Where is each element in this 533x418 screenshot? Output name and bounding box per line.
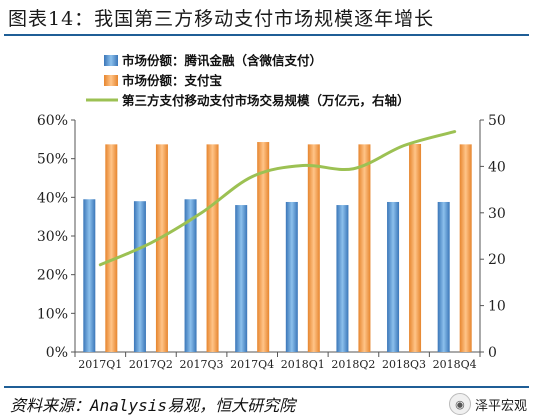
bar-tenpay <box>285 201 298 352</box>
bar-tenpay <box>387 201 400 352</box>
y-left-tick-label: 50% <box>37 152 68 168</box>
legend: 市场份额：腾讯金融（含微信支付） 市场份额：支付宝 第三方支付移动支付市场交易规… <box>86 53 410 108</box>
wechat-icon: ◉ <box>448 393 471 415</box>
title-rule <box>4 34 529 36</box>
x-tick-label: 2017Q2 <box>129 358 173 371</box>
y-left-tick-label: 30% <box>37 229 68 245</box>
y-left-tick-label: 0% <box>46 345 68 361</box>
y-left-tick-label: 60% <box>37 113 68 129</box>
volume-line <box>98 130 457 267</box>
x-tick-label: 2018Q1 <box>281 358 325 371</box>
bar-alipay <box>307 144 320 352</box>
legend-swatch-alipay <box>104 75 118 86</box>
bar-alipay <box>459 144 472 352</box>
bar-tenpay <box>235 205 248 352</box>
x-tick-label: 2017Q3 <box>180 358 224 371</box>
volume-line-layer <box>98 130 457 267</box>
legend-label-volume: 第三方支付移动支付市场交易规模（万亿元，右轴） <box>122 93 410 108</box>
figure-title: 图表14：我国第三方移动支付市场规模逐年增长 <box>8 8 435 30</box>
y-right-tick-label: 50 <box>488 113 506 129</box>
bar-tenpay <box>133 201 146 352</box>
bar-alipay <box>358 144 371 352</box>
x-tick-label: 2017Q4 <box>230 358 274 371</box>
y-right-tick-label: 40 <box>488 159 506 175</box>
watermark: ◉ 泽平宏观 <box>448 393 527 415</box>
bar-tenpay <box>336 205 349 352</box>
legend-label-alipay: 市场份额：支付宝 <box>122 73 222 88</box>
watermark-text: 泽平宏观 <box>474 398 527 414</box>
bar-alipay <box>155 144 168 352</box>
x-tick-label: 2018Q3 <box>382 358 426 371</box>
bar-tenpay <box>184 199 197 352</box>
x-tick-label: 2018Q4 <box>433 358 477 371</box>
bar-alipay <box>409 143 422 352</box>
legend-swatch-tenpay <box>104 55 118 66</box>
bar-alipay <box>105 144 118 352</box>
y-right-tick-label: 20 <box>488 252 506 268</box>
x-tick-label: 2018Q2 <box>331 358 375 371</box>
source-rule <box>4 386 529 388</box>
y-left-tick-label: 10% <box>37 306 68 322</box>
bar-alipay <box>257 142 270 352</box>
y-left-tick-label: 20% <box>37 268 68 284</box>
bar-tenpay <box>83 199 96 352</box>
bars <box>83 142 472 352</box>
y-right-tick-label: 10 <box>488 299 506 315</box>
y-right-tick-label: 0 <box>488 345 497 361</box>
bar-tenpay <box>437 201 450 352</box>
y-left-tick-label: 40% <box>37 190 68 206</box>
x-tick-label: 2017Q1 <box>78 358 122 371</box>
y-right-tick-label: 30 <box>488 206 506 222</box>
source-note: 资料来源：Analysis易观，恒大研究院 <box>10 396 296 415</box>
legend-label-tenpay: 市场份额：腾讯金融（含微信支付） <box>122 53 322 68</box>
bar-alipay <box>206 144 219 352</box>
